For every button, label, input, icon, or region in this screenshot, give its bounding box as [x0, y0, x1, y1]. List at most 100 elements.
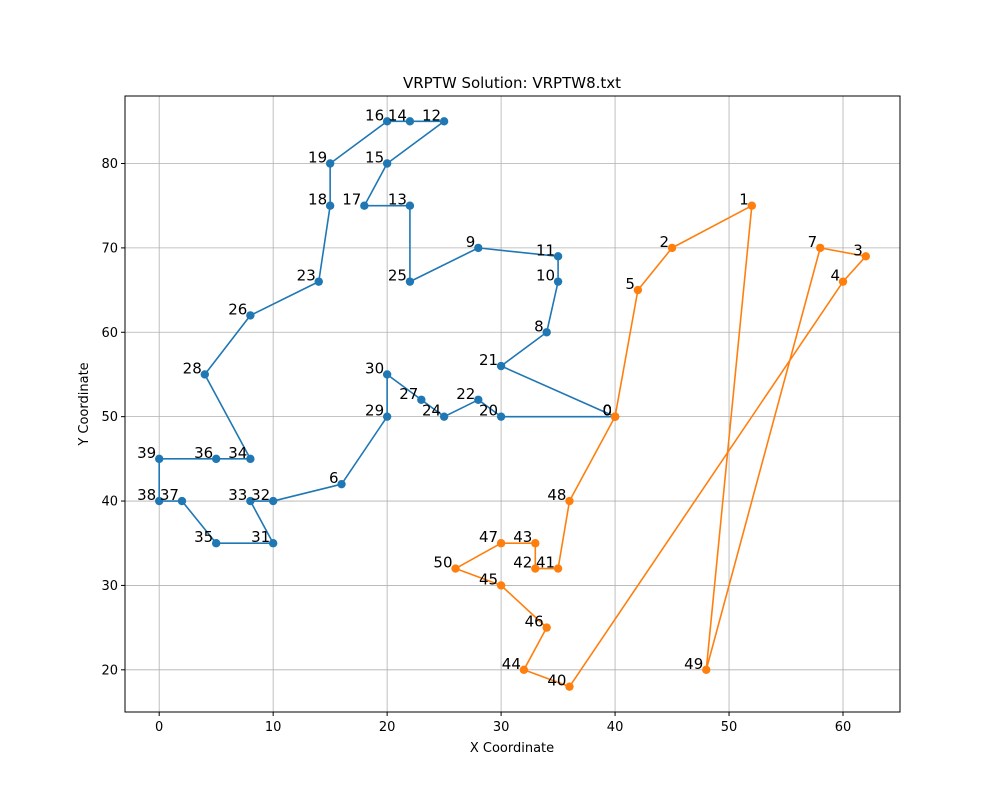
node-label: 17	[342, 191, 361, 209]
node-label: 13	[388, 191, 407, 209]
node-label: 18	[308, 191, 327, 209]
y-tick-label: 20	[101, 663, 118, 678]
route-1-node-35	[211, 539, 221, 548]
node-label: 32	[251, 486, 270, 504]
route-1-node-16	[382, 117, 392, 126]
route-1-node-20	[496, 412, 506, 421]
grid	[125, 96, 900, 712]
node-label: 47	[479, 528, 498, 546]
node-label: 50	[433, 554, 452, 572]
node-label: 23	[297, 267, 316, 285]
node-label: 10	[536, 267, 555, 285]
route-2	[451, 201, 871, 691]
node-label: 41	[536, 554, 555, 572]
route-2-node-41	[553, 564, 563, 573]
route-1-node-32	[268, 496, 278, 506]
plot-frame	[124, 95, 901, 713]
node-label: 27	[399, 385, 418, 403]
node-label: 34	[228, 444, 247, 462]
route-1-node-34	[246, 454, 255, 464]
node-label: 28	[183, 359, 202, 377]
node-label: 40	[547, 672, 566, 690]
node-label: 1	[739, 191, 749, 209]
node-label: 42	[513, 554, 532, 572]
x-axis-label: X Coordinate	[470, 741, 554, 756]
x-tick-label: 50	[721, 720, 738, 735]
route-1-node-26	[246, 311, 255, 320]
node-label: 31	[251, 528, 270, 546]
node-label: 0	[603, 402, 613, 420]
node-label: 15	[365, 149, 384, 167]
node-label: 48	[547, 486, 566, 504]
route-1-node-13	[405, 201, 415, 210]
route-1	[154, 117, 620, 548]
node-label: 4	[830, 267, 840, 285]
node-label: 5	[625, 275, 635, 293]
node-label: 2	[660, 233, 670, 251]
y-tick-label: 30	[101, 579, 118, 594]
route-1-node-15	[382, 159, 392, 168]
node-labels: 0218101192513171512141619182326283436393…	[137, 106, 863, 689]
route-1-node-14	[405, 117, 415, 126]
node-label: 0	[603, 402, 613, 420]
route-2-node-48	[565, 496, 574, 506]
route-2-node-46	[542, 623, 551, 632]
x-tick-label: 10	[265, 720, 282, 735]
route-2-node-1	[747, 201, 757, 210]
node-label: 7	[808, 233, 818, 251]
node-label: 3	[853, 241, 863, 259]
route-1-node-29	[382, 412, 392, 421]
route-2-node-49	[702, 665, 711, 675]
node-label: 0	[603, 402, 613, 420]
route-1-node-6	[337, 479, 346, 489]
route-1-node-11	[553, 252, 563, 261]
route-1-node-27	[417, 395, 426, 404]
route-2-node-0	[610, 412, 620, 421]
route-2-node-4	[838, 277, 848, 286]
route-1-node-31	[268, 539, 278, 548]
y-tick-label: 40	[101, 495, 118, 510]
node-label: 20	[479, 402, 498, 420]
route-1-node-25	[405, 277, 415, 286]
node-label: 46	[525, 613, 544, 631]
route-1-node-10	[553, 277, 563, 286]
route-1-node-24	[439, 412, 449, 421]
node-label: 24	[422, 402, 441, 420]
routes	[154, 117, 871, 691]
route-1-node-33	[246, 496, 255, 506]
route-1-node-37	[177, 496, 187, 506]
node-label: 25	[388, 267, 407, 285]
route-2-node-45	[496, 581, 506, 590]
chart-title: VRPTW Solution: VRPTW8.txt	[403, 74, 621, 92]
route-1-node-23	[314, 277, 323, 286]
route-1-node-18	[325, 201, 335, 210]
route-2-node-47	[496, 539, 506, 548]
node-label: 9	[466, 233, 476, 251]
route-2-node-2	[667, 243, 677, 253]
route-1-node-28	[200, 370, 209, 379]
route-1-node-38	[154, 496, 164, 506]
node-label: 35	[194, 528, 213, 546]
node-label: 44	[502, 655, 521, 673]
node-label: 12	[422, 106, 441, 124]
x-tick-label: 40	[607, 720, 624, 735]
route-1-node-19	[325, 159, 335, 168]
node-label: 29	[365, 402, 384, 420]
node-label: 21	[479, 351, 498, 369]
node-label: 39	[137, 444, 156, 462]
node-label: 16	[365, 106, 384, 124]
node-label: 36	[194, 444, 213, 462]
node-label: 45	[479, 570, 498, 588]
route-1-node-9	[474, 243, 483, 253]
route-1-node-17	[360, 201, 369, 210]
node-label: 30	[365, 359, 384, 377]
route-2-node-44	[519, 665, 529, 675]
y-tick-label: 60	[101, 326, 118, 341]
node-label: 14	[388, 106, 407, 124]
route-2-node-42	[531, 564, 540, 573]
route-2-node-50	[451, 564, 460, 573]
node-label: 11	[536, 241, 555, 259]
node-label: 8	[534, 317, 544, 335]
node-label: 33	[228, 486, 247, 504]
